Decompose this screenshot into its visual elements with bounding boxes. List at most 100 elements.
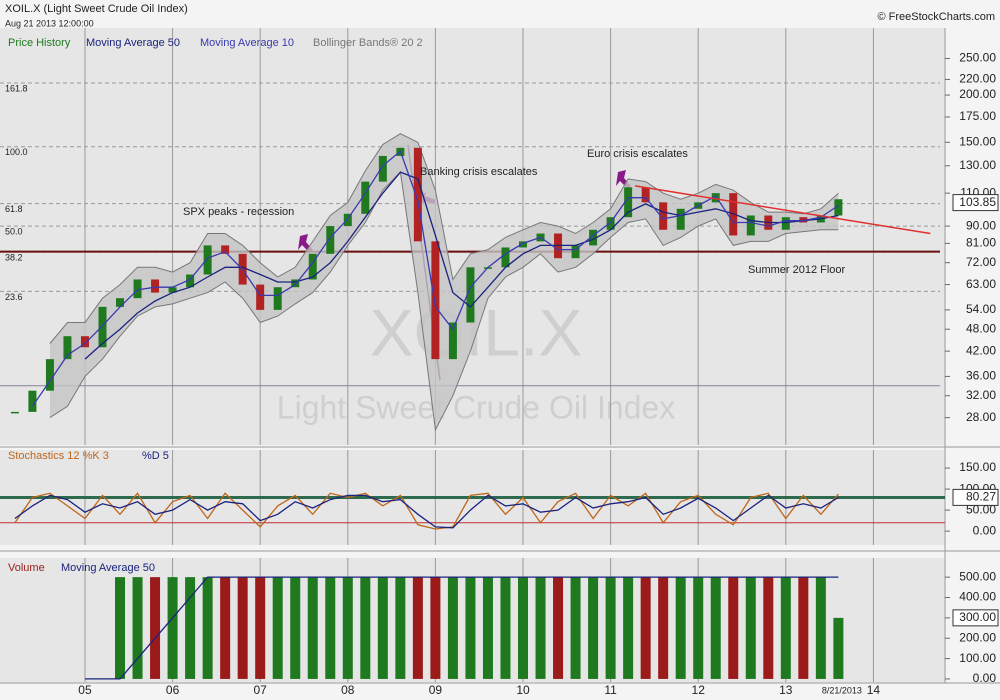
candle: [80, 336, 89, 348]
trendline: [635, 185, 931, 235]
candle: [326, 226, 335, 254]
volume-bar: [167, 577, 178, 679]
candle: [116, 298, 125, 307]
moving-average: [84, 171, 839, 360]
stochastic-line: [14, 494, 839, 529]
x-tick-label: 06: [166, 683, 180, 697]
volume-bar: [535, 577, 546, 679]
volume-bar: [307, 577, 318, 679]
y-tick-label: 81.00: [966, 236, 996, 250]
y-tick-label: 400.00: [959, 590, 996, 604]
volume-bar: [132, 577, 143, 679]
y-tick-label: 500.00: [959, 569, 996, 583]
legend-entry: Moving Average 50: [86, 37, 180, 49]
candle: [501, 247, 510, 268]
y-tick-label: 200.00: [959, 87, 996, 101]
candle: [98, 306, 107, 348]
copyright: © FreeStockCharts.com: [877, 11, 995, 23]
x-tick-label: 13: [779, 683, 793, 697]
y-tick-label: 100.00: [959, 651, 996, 665]
volume-bar: [395, 577, 406, 679]
candle: [151, 279, 160, 293]
annotation: Banking crisis escalates: [420, 166, 538, 178]
volume-bar: [570, 577, 581, 679]
volume-bar: [658, 577, 669, 679]
volume-average: [85, 576, 839, 680]
last-date-label: 8/21/2013: [822, 685, 862, 695]
x-tick-label: 12: [692, 683, 706, 697]
volume-bar: [447, 577, 458, 679]
volume-bar: [588, 577, 599, 679]
candle: [221, 245, 230, 254]
volume-bar: [623, 577, 634, 679]
volume-bar: [640, 577, 651, 679]
candle: [746, 215, 755, 236]
y-tick-label: 42.00: [966, 343, 996, 357]
legend-entry: Volume: [8, 562, 45, 574]
candle: [45, 359, 54, 391]
last-value-box: [952, 488, 999, 506]
y-tick-label: 150.00: [959, 134, 996, 148]
candle: [308, 253, 317, 280]
candle: [413, 147, 422, 242]
y-tick-label: 220.00: [959, 72, 996, 86]
y-tick-label: 72.00: [966, 255, 996, 269]
candle: [711, 193, 720, 203]
candle: [10, 411, 19, 414]
stochastic-line: [14, 492, 839, 530]
candle: [63, 336, 72, 360]
x-tick-label: 05: [78, 683, 92, 697]
fib-label: 50.0: [5, 226, 23, 236]
x-tick-label: 07: [254, 683, 268, 697]
y-tick-label: 150.00: [959, 460, 996, 474]
volume-bar: [728, 577, 739, 679]
volume-bar: [553, 577, 564, 679]
y-tick-label: 54.00: [966, 302, 996, 316]
band-upper: [49, 133, 839, 344]
candle: [186, 274, 195, 288]
y-tick-label: 0.00: [973, 523, 997, 537]
volume-bar: [272, 577, 283, 679]
candle: [168, 287, 177, 293]
candle: [641, 187, 650, 203]
volume-bar: [465, 577, 476, 679]
annotation: Summer 2012 Floor: [748, 264, 846, 276]
band-fill: [49, 133, 839, 430]
y-tick-label: 36.00: [966, 369, 996, 383]
volume-bar: [798, 577, 809, 679]
volume-bar: [220, 577, 231, 679]
watermark: Light Sweet Crude Oil Index: [277, 389, 675, 425]
y-tick-label: 90.00: [966, 218, 996, 232]
x-tick-label: 08: [341, 683, 355, 697]
candle: [256, 284, 265, 310]
volume-bar: [377, 577, 388, 679]
volume-bar: [185, 577, 196, 679]
candle: [589, 229, 598, 246]
volume-bar: [745, 577, 756, 679]
candle: [273, 287, 282, 310]
y-tick-label: 63.00: [966, 277, 996, 291]
volume-bar: [675, 577, 686, 679]
x-tick-label: 10: [516, 683, 530, 697]
y-tick-label: 200.00: [959, 630, 996, 644]
volume-bar: [780, 577, 791, 679]
fib-label: 38.2: [5, 253, 23, 263]
candle: [519, 241, 528, 248]
volume-bar: [710, 577, 721, 679]
candle: [361, 181, 370, 214]
volume-bar: [763, 577, 774, 679]
last-value-box: [952, 194, 999, 212]
volume-bar: [150, 577, 161, 679]
candle: [28, 390, 37, 412]
last-value-box: [952, 609, 999, 627]
volume-bar: [605, 577, 616, 679]
candle: [799, 217, 808, 223]
candle: [448, 322, 457, 360]
band-lower: [49, 171, 839, 432]
x-tick-label: 11: [604, 683, 617, 697]
candle: [781, 217, 790, 230]
volume-bar: [342, 577, 353, 679]
legend-entry: Moving Average 50: [61, 562, 155, 574]
candle: [834, 199, 843, 216]
y-tick-label: 250.00: [959, 51, 996, 65]
